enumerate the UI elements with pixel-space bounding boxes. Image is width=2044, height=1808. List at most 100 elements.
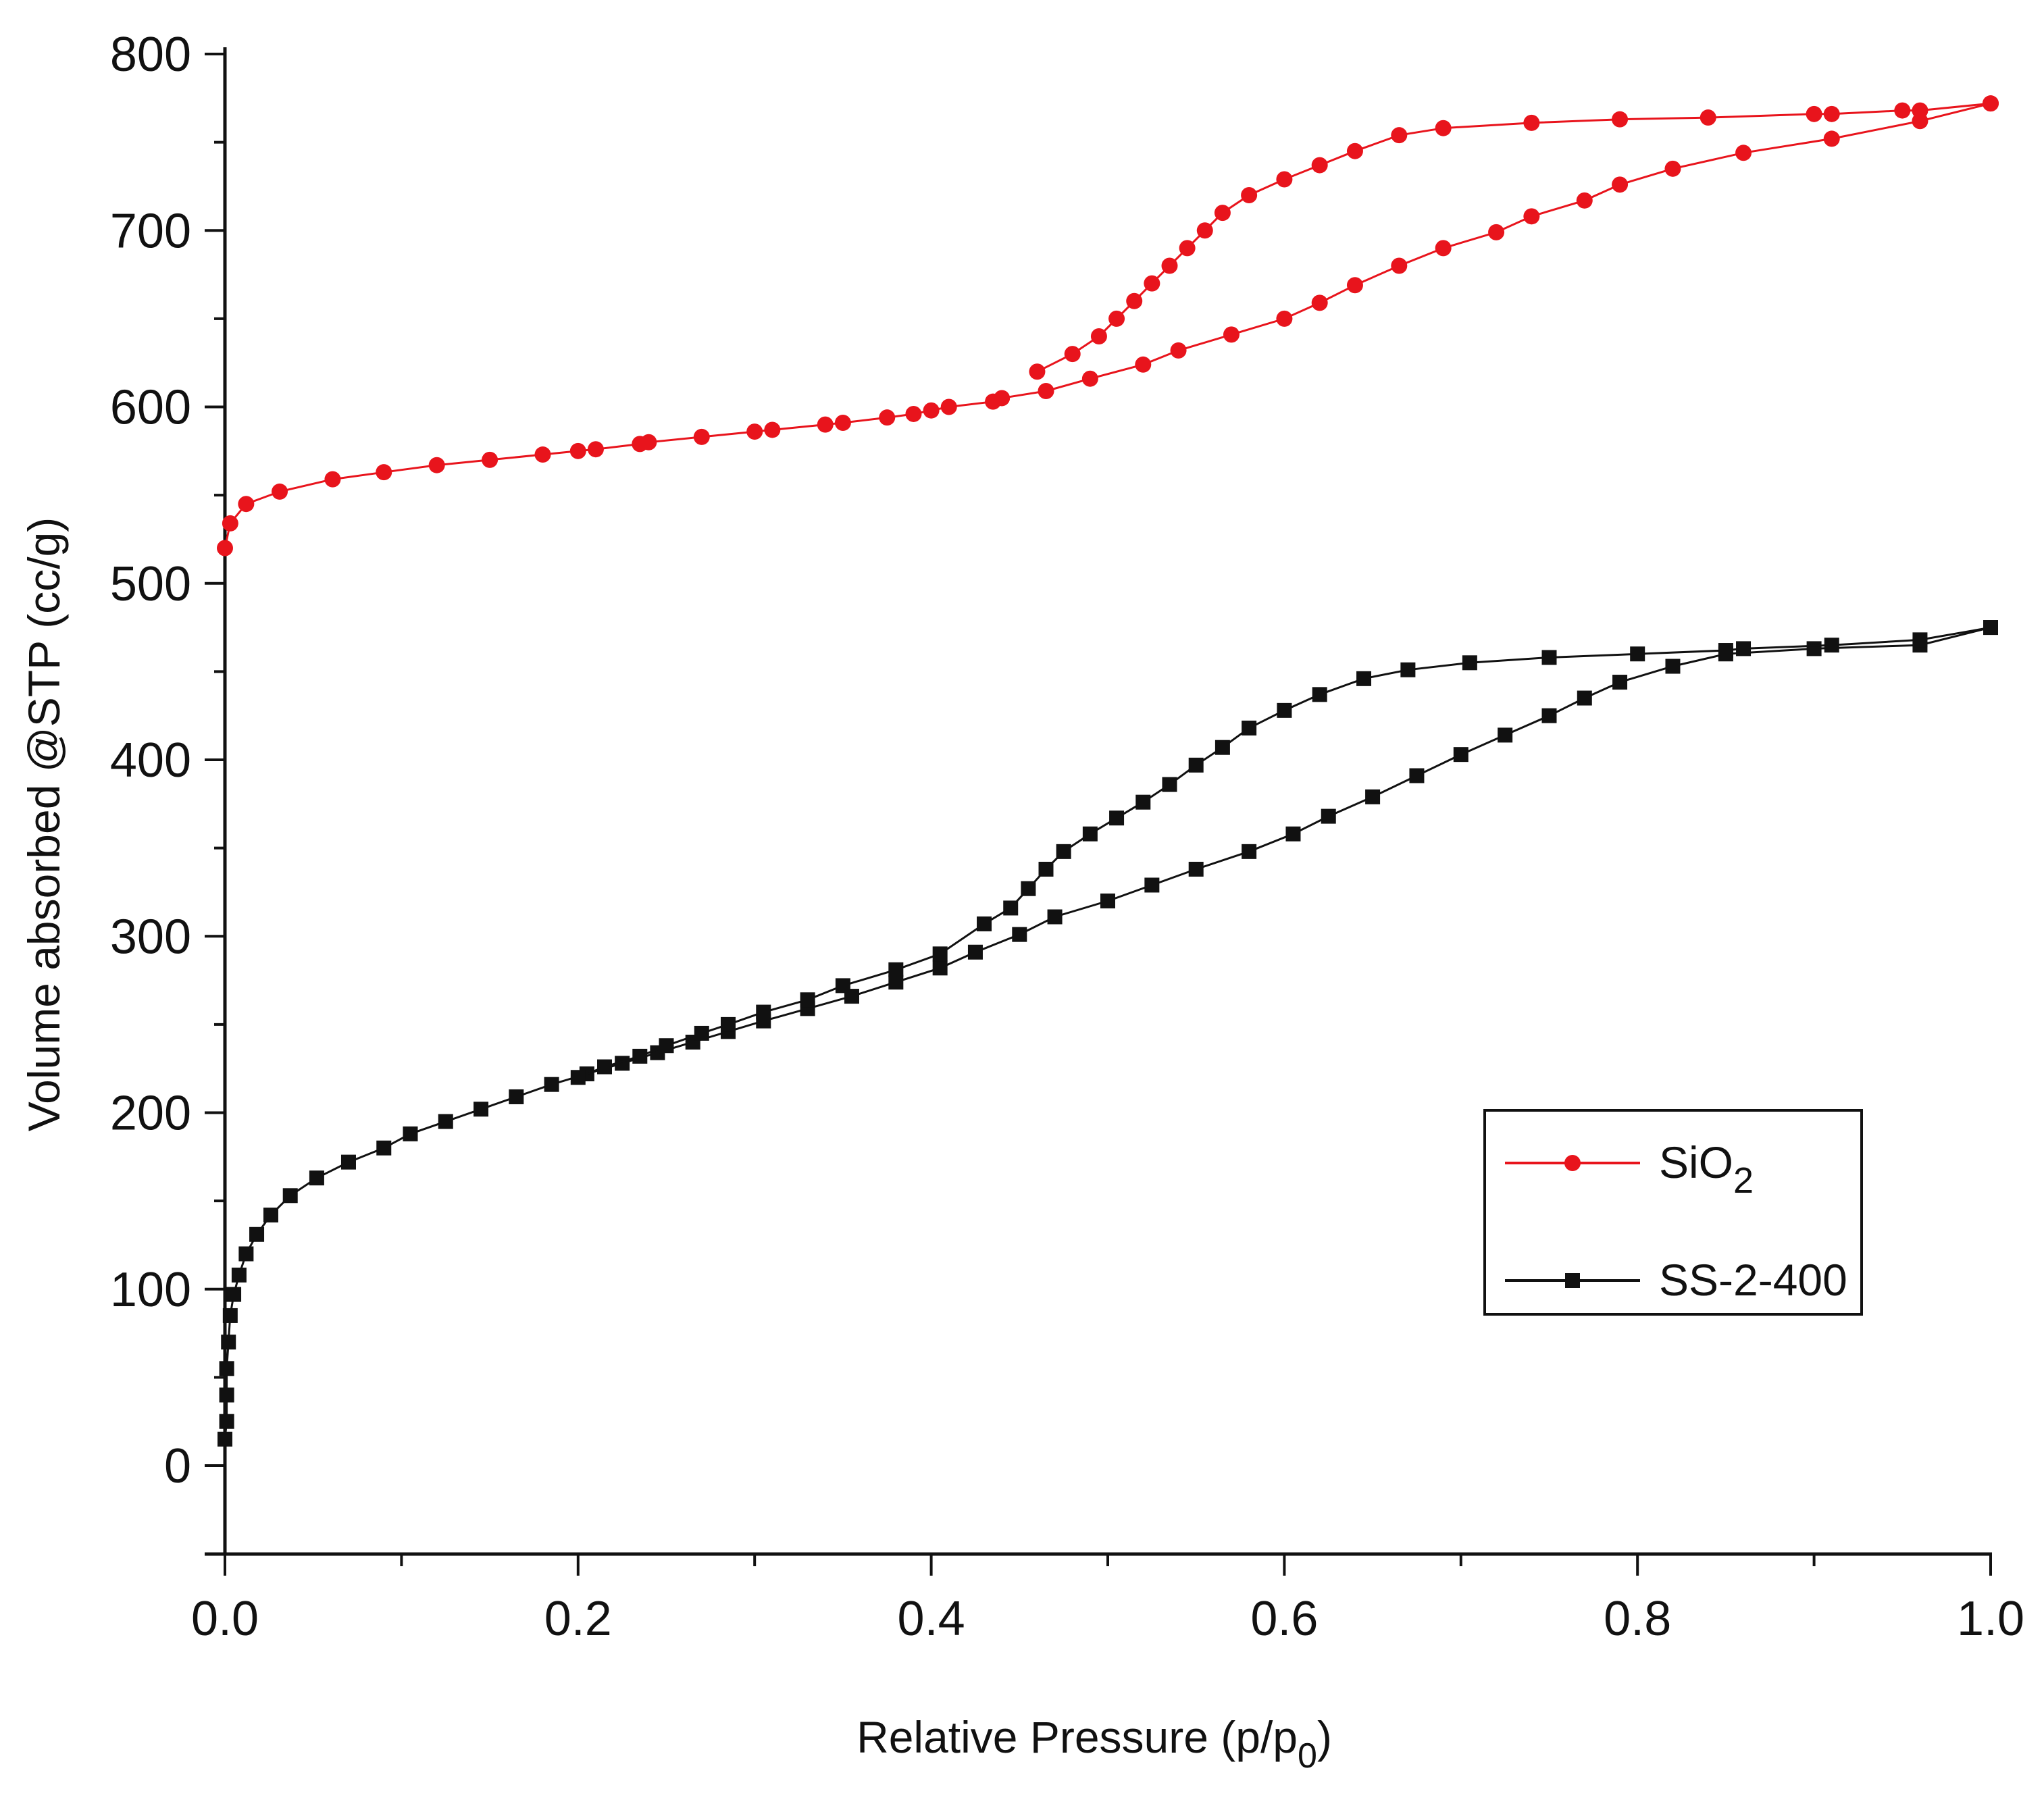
data-point-sio2-adsorption [1223, 326, 1240, 343]
legend: SiO2 SS-2-400 [1483, 1109, 1863, 1316]
data-point-sio2-adsorption [376, 464, 392, 481]
data-point-sio2-desorption [1126, 292, 1143, 309]
x-axis-title-close: ) [1317, 1712, 1332, 1762]
data-point-ss-2-400-adsorption [403, 1126, 418, 1141]
data-point-ss-2-400-adsorption [309, 1170, 324, 1186]
legend-label: SS-2-400 [1659, 1255, 1847, 1305]
data-point-sio2-adsorption [482, 451, 499, 468]
data-point-ss-2-400-desorption [720, 1016, 736, 1032]
data-point-ss-2-400-desorption [1003, 900, 1019, 916]
data-point-sio2-desorption [1241, 187, 1258, 203]
y-tick-label: 100 [110, 1263, 191, 1317]
data-point-sio2-adsorption [1391, 257, 1408, 274]
data-point-sio2-adsorption [1346, 277, 1363, 294]
data-point-sio2-desorption [1161, 257, 1178, 274]
data-point-sio2-desorption [1612, 111, 1629, 128]
data-point-ss-2-400-adsorption [1012, 927, 1027, 942]
data-point-sio2-desorption [1214, 205, 1231, 222]
data-point-sio2-adsorption [1735, 145, 1752, 161]
data-point-ss-2-400-adsorption [219, 1387, 234, 1403]
data-point-sio2-adsorption [764, 421, 781, 438]
data-point-ss-2-400-adsorption [1365, 789, 1381, 804]
series-ss-2-400 [218, 620, 1998, 1447]
data-point-sio2-desorption [1346, 143, 1363, 159]
data-point-sio2-desorption [1311, 157, 1328, 174]
data-point-ss-2-400-adsorption [1144, 877, 1160, 893]
data-point-ss-2-400-desorption [1462, 655, 1477, 671]
data-point-ss-2-400-adsorption [249, 1226, 265, 1242]
data-point-sio2-adsorption [587, 441, 604, 458]
y-tick-label: 500 [110, 557, 191, 611]
data-point-sio2-adsorption [879, 409, 896, 426]
data-point-ss-2-400-adsorption [1321, 808, 1336, 824]
x-tick-label: 0.2 [544, 1592, 612, 1646]
data-point-sio2-adsorption [1576, 192, 1593, 209]
x-tick-label: 0.0 [191, 1592, 259, 1646]
data-point-sio2-adsorption [217, 540, 233, 557]
data-point-ss-2-400-desorption [632, 1048, 648, 1064]
data-point-ss-2-400-desorption [888, 962, 904, 977]
data-point-ss-2-400-desorption [835, 978, 850, 993]
data-point-sio2-adsorption [693, 428, 710, 445]
data-point-sio2-adsorption [834, 415, 851, 432]
data-point-ss-2-400-desorption [1188, 757, 1204, 773]
data-point-ss-2-400-desorption [694, 1025, 709, 1041]
data-point-sio2-desorption [1523, 114, 1540, 131]
series-sio2 [217, 95, 1999, 557]
data-point-sio2-desorption [1435, 120, 1452, 136]
data-point-ss-2-400-adsorption [1498, 727, 1513, 743]
data-point-sio2-desorption [1179, 240, 1196, 257]
data-point-ss-2-400-desorption [1718, 643, 1733, 658]
data-point-sio2-desorption [1894, 102, 1911, 119]
data-point-sio2-adsorption [940, 398, 957, 415]
data-point-sio2-adsorption [222, 515, 238, 532]
data-point-ss-2-400-adsorption [1100, 894, 1115, 908]
data-point-ss-2-400-desorption [1242, 720, 1257, 735]
data-point-ss-2-400-adsorption [231, 1267, 247, 1283]
data-point-sio2-desorption [1983, 95, 1999, 112]
data-point-ss-2-400-adsorption [1409, 768, 1425, 783]
legend-item-ss-2-400: SS-2-400 [1505, 1255, 1847, 1305]
data-point-sio2-adsorption [1038, 382, 1054, 399]
data-point-sio2-adsorption [569, 442, 586, 459]
data-point-ss-2-400-adsorption [1806, 641, 1822, 656]
x-tick-label: 0.6 [1250, 1592, 1318, 1646]
data-point-sio2-desorption [1108, 310, 1125, 327]
data-point-ss-2-400-desorption [1312, 687, 1327, 702]
x-axis-title: Relative Pressure (p/p0) [857, 1712, 1332, 1776]
data-point-ss-2-400-desorption [597, 1059, 613, 1075]
data-point-sio2-desorption [1144, 275, 1160, 292]
data-point-ss-2-400-adsorption [1242, 844, 1257, 859]
data-point-sio2-desorption [1276, 171, 1293, 188]
data-point-ss-2-400-adsorption [219, 1414, 234, 1429]
data-point-sio2-adsorption [324, 471, 341, 488]
axes [205, 47, 1992, 1576]
data-point-ss-2-400-desorption [1109, 810, 1125, 826]
series-line-sio2-adsorption [224, 102, 1991, 548]
data-point-sio2-adsorption [1170, 342, 1187, 359]
data-point-sio2-desorption [1912, 102, 1928, 119]
legend-item-sio2: SiO2 [1505, 1137, 1754, 1201]
data-point-ss-2-400-adsorption [967, 944, 983, 960]
data-point-sio2-adsorption [1823, 130, 1840, 147]
data-point-sio2-adsorption [1664, 160, 1681, 177]
data-point-ss-2-400-adsorption [226, 1287, 242, 1302]
data-point-sio2-desorption [1064, 346, 1081, 363]
data-point-ss-2-400-desorption [1135, 794, 1151, 810]
data-point-sio2-adsorption [817, 416, 834, 433]
data-point-sio2-adsorption [640, 434, 657, 450]
data-point-sio2-adsorption [923, 402, 940, 419]
data-point-ss-2-400-adsorption [1047, 909, 1063, 925]
data-point-ss-2-400-adsorption [222, 1308, 238, 1323]
data-point-ss-2-400-desorption [1056, 844, 1071, 859]
y-tick-label: 600 [110, 381, 191, 435]
data-point-ss-2-400-adsorption [888, 975, 904, 990]
data-point-ss-2-400-desorption [1082, 826, 1098, 842]
data-point-ss-2-400-adsorption [221, 1335, 236, 1350]
data-point-sio2-adsorption [746, 423, 763, 440]
legend-label-sub: 2 [1733, 1160, 1754, 1201]
series-line-sio2-desorption [1036, 102, 1991, 373]
data-point-ss-2-400-adsorption [474, 1102, 489, 1117]
data-point-sio2-adsorption [1523, 208, 1540, 225]
data-point-sio2-desorption [1700, 109, 1716, 126]
